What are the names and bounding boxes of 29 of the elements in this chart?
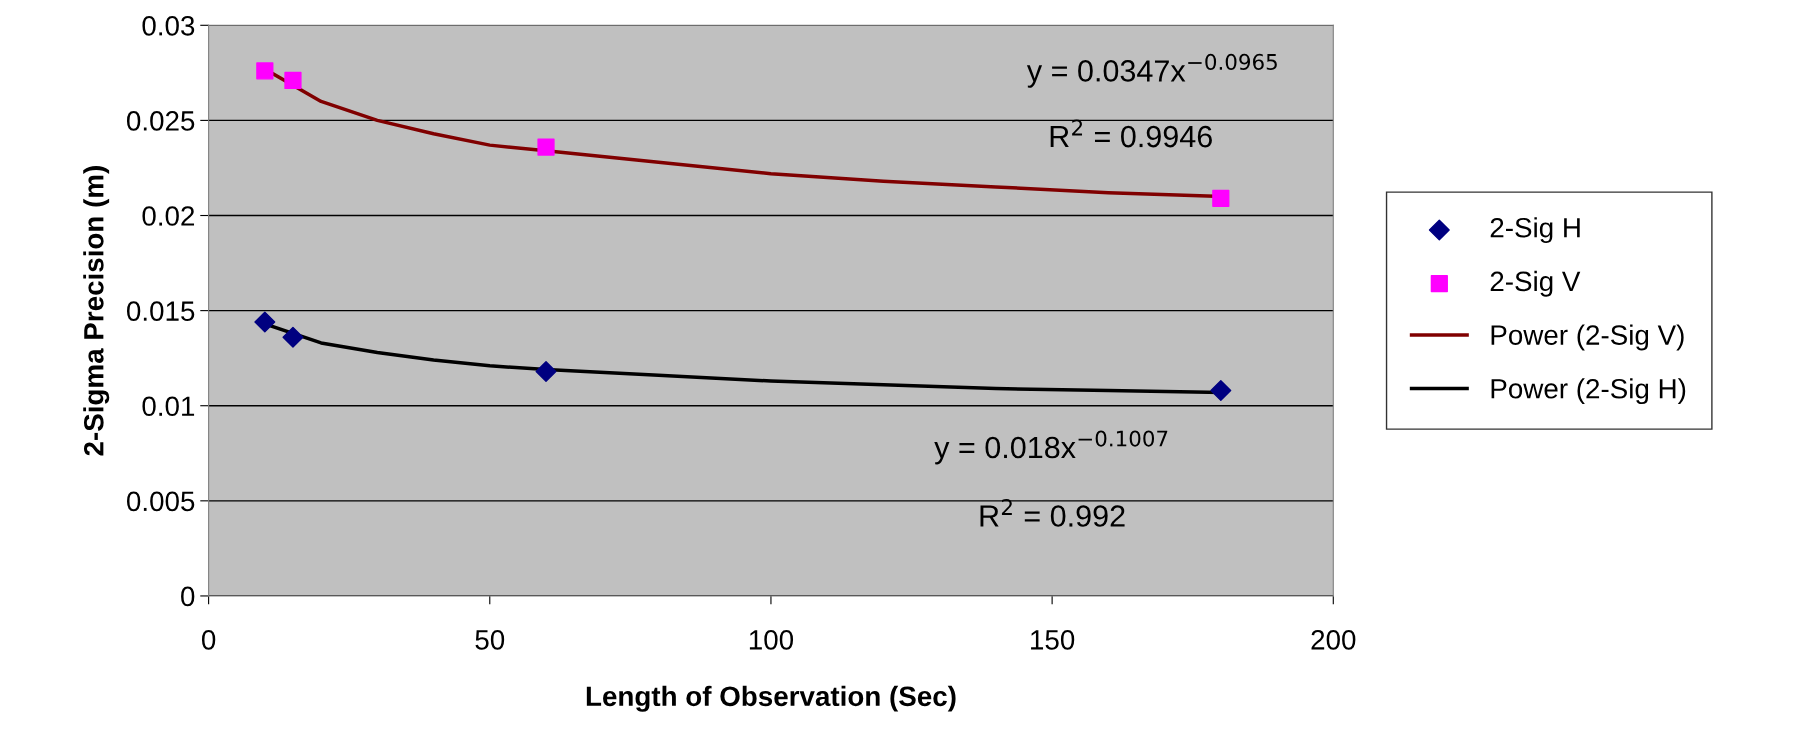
annotation: R$^{2}$ = 0.992 bbox=[980, 499, 1125, 527]
point bbox=[282, 326, 304, 348]
x-tick-label: 50 bbox=[475, 630, 505, 650]
y-tick-label: 0.01 bbox=[142, 396, 195, 417]
point bbox=[1212, 189, 1230, 208]
y-tick-label: 0.025 bbox=[127, 111, 195, 131]
y-axis-title: 2-Sigma Precision (m) bbox=[83, 166, 110, 456]
point bbox=[1210, 379, 1232, 402]
y-tick-label: 0.005 bbox=[127, 491, 195, 512]
annotation: y = 0.0347x$^{−0.0965}$ bbox=[1026, 53, 1277, 88]
y-tick-label: 0 bbox=[181, 586, 195, 607]
point bbox=[256, 62, 274, 80]
legend-label: 2-Sig H bbox=[1490, 217, 1580, 244]
annotation: y = 0.018x$^{−0.1007}$ bbox=[934, 430, 1168, 465]
x-tick-label: 100 bbox=[749, 630, 794, 650]
legend-label: Power (2-Sig H) bbox=[1491, 378, 1686, 405]
point bbox=[535, 360, 557, 383]
y-tick-label: 0.03 bbox=[142, 15, 195, 36]
x-axis-title: Length of Observation (Sec) bbox=[586, 685, 956, 712]
point bbox=[284, 71, 302, 90]
x-tick-label: 200 bbox=[1311, 630, 1356, 650]
point bbox=[537, 138, 555, 156]
y-tick-label: 0.02 bbox=[142, 206, 195, 226]
x-tick-label: 0 bbox=[201, 630, 216, 650]
legend-label: Power (2-Sig V) bbox=[1491, 324, 1684, 351]
legend-label: 2-Sig V bbox=[1490, 270, 1581, 297]
x-tick-label: 150 bbox=[1031, 630, 1075, 650]
y-tick-label: 0.015 bbox=[127, 301, 195, 321]
point bbox=[254, 311, 276, 333]
